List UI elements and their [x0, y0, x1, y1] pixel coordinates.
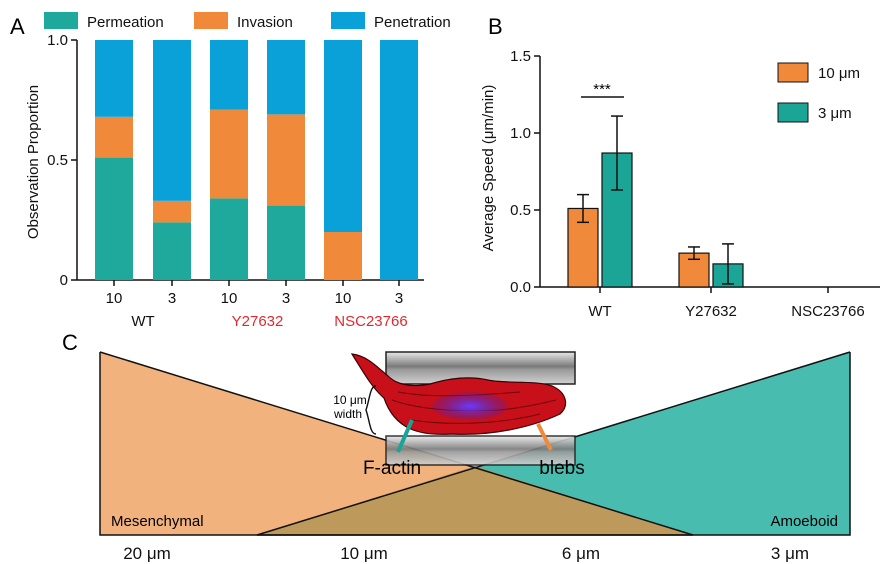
legend-swatch-invasion: [194, 12, 228, 29]
y-tick-label-a: 1.0: [47, 32, 68, 49]
x-tick-label-a: 10: [335, 290, 352, 307]
bottom-label-20um: 20 μm: [123, 544, 171, 563]
channel-bottom-plate: [385, 435, 576, 466]
width-label-line1: 10 μm: [333, 393, 367, 407]
bottom-label-3um: 3 μm: [771, 544, 809, 563]
bar-invasion-3: [210, 109, 248, 199]
group-label-2: Y27632: [232, 313, 284, 330]
x-tick-label-a: 3: [282, 290, 290, 307]
y-tick-label-a: 0.5: [47, 152, 68, 169]
y-tick-label-b: 1.0: [510, 125, 531, 142]
legend-swatch-permeation: [44, 12, 78, 29]
bar-penetration-6: [380, 40, 418, 280]
x-tick-label-a: 3: [168, 290, 176, 307]
chart-a: A Permeation Invasion Penetration Observ…: [10, 12, 451, 330]
x-tick-label-b: Y27632: [685, 303, 737, 320]
width-bracket: [365, 385, 377, 435]
x-tick-label-b: WT: [588, 303, 611, 320]
group-label-1: WT: [131, 313, 154, 330]
bar-penetration-3: [210, 40, 248, 110]
x-tick-label-a: 10: [106, 290, 123, 307]
legend-label-10um: 10 μm: [818, 65, 860, 82]
bar-invasion-5: [324, 232, 362, 280]
mesenchymal-label: Mesenchymal: [111, 513, 204, 530]
significance-label: ***: [593, 81, 611, 98]
factin-label: F-actin: [363, 458, 421, 479]
y-tick-label-b: 0.0: [510, 279, 531, 296]
y-tick-label-b: 0.5: [510, 202, 531, 219]
bar-permeation-2: [153, 222, 191, 280]
bar-invasion-4: [267, 114, 305, 206]
y-tick-label-a: 0: [60, 272, 68, 289]
panel-a-label: A: [10, 14, 25, 39]
x-tick-label-a: 3: [395, 290, 403, 307]
bottom-label-10um: 10 μm: [340, 544, 388, 563]
x-tick-label-a: 10: [221, 290, 238, 307]
legend-swatch-3um: [777, 102, 809, 123]
bar-permeation-1: [95, 157, 133, 280]
bar-penetration-5: [324, 40, 362, 232]
bar-penetration-4: [267, 40, 305, 115]
amoeboid-label: Amoeboid: [770, 513, 838, 530]
bar-permeation-3: [210, 198, 248, 280]
y-axis-title-a: Observation Proportion: [25, 85, 42, 239]
panel-c-label: C: [62, 330, 78, 355]
blebs-label: blebs: [539, 458, 584, 479]
y-axis-title-b: Average Speed (μm/min): [480, 85, 497, 252]
factin-pointer: [396, 419, 414, 453]
bar-penetration-1: [95, 40, 133, 117]
y-tick-label-b: 1.5: [510, 48, 531, 65]
legend-swatch-penetration: [331, 12, 365, 29]
legend-swatch-10um: [777, 62, 809, 83]
bar-permeation-4: [267, 205, 305, 280]
cell-image: [350, 353, 567, 435]
bar-invasion-1: [95, 116, 133, 158]
chart-b: B Average Speed (μm/min) 0.0 0.5 1.0 1.5 WT…: [480, 14, 880, 320]
blebs-pointer: [536, 423, 553, 451]
bottom-label-6um: 6 μm: [562, 544, 600, 563]
bar-penetration-2: [153, 40, 191, 201]
overlap-region: [257, 466, 693, 535]
legend-label-penetration: Penetration: [374, 14, 451, 31]
width-label-line2: width: [333, 407, 362, 421]
legend-label-3um: 3 μm: [818, 105, 852, 122]
legend-label-permeation: Permeation: [87, 14, 164, 31]
schematic-c: C: [62, 330, 851, 563]
legend-label-invasion: Invasion: [237, 14, 293, 31]
group-label-3: NSC23766: [334, 313, 407, 330]
legend-a: Permeation Invasion Penetration: [44, 12, 451, 31]
panel-b-label: B: [488, 14, 503, 39]
bar-invasion-2: [153, 200, 191, 223]
legend-b: 10 μm 3 μm: [777, 62, 860, 123]
nucleus: [432, 392, 508, 420]
x-tick-label-b: NSC23766: [791, 303, 864, 320]
